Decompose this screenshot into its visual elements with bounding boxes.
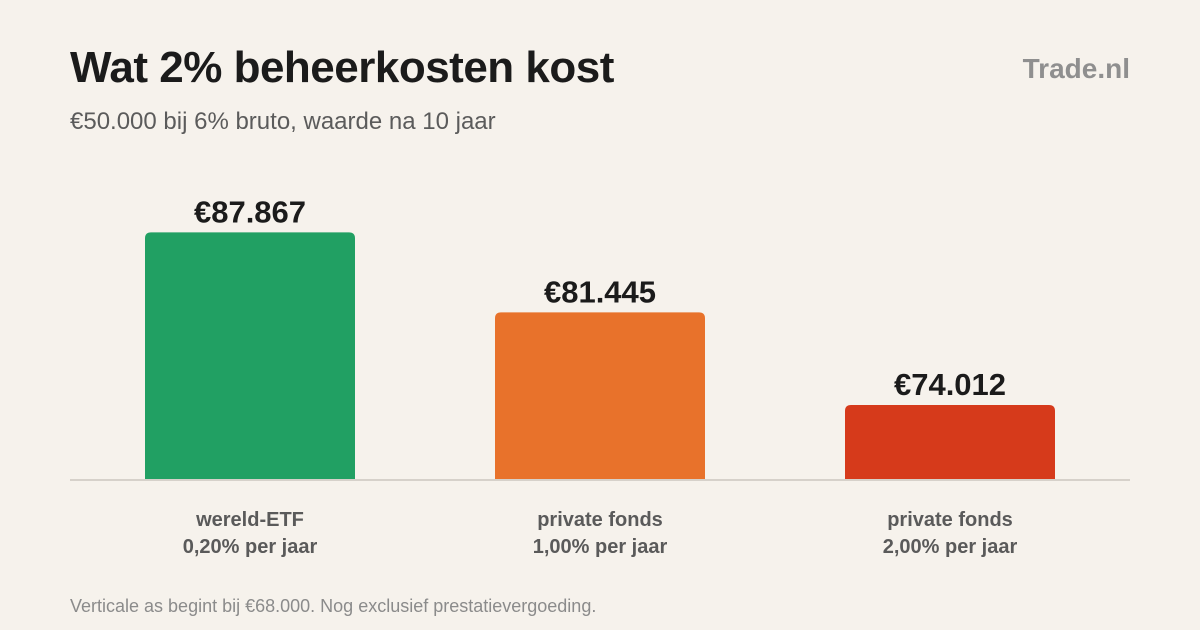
labels-layer: €87.867 wereld-ETF 0,20% per jaar €81.445 pr…	[183, 194, 1018, 558]
category-label-1-line-2: 0,20% per jaar	[183, 536, 318, 558]
footnote: Verticale as begint bij €68.000. Nog exc…	[70, 596, 597, 616]
category-label-3-line-1: private fonds	[887, 509, 1013, 531]
category-label-3-line-2: 2,00% per jaar	[883, 536, 1018, 558]
page-title: Wat 2% beheerkosten kost	[70, 43, 614, 92]
category-label-2-line-1: private fonds	[537, 509, 663, 531]
value-label-2: €81.445	[544, 274, 656, 309]
bar-2	[495, 312, 705, 480]
value-label-3: €74.012	[894, 367, 1006, 402]
value-label-1: €87.867	[194, 194, 306, 229]
page-subtitle: €50.000 bij 6% bruto, waarde na 10 jaar	[70, 108, 496, 135]
bar-3	[845, 405, 1055, 480]
bars-layer	[145, 232, 1055, 480]
category-label-1-line-1: wereld-ETF	[195, 509, 304, 531]
category-label-2-line-2: 1,00% per jaar	[533, 536, 668, 558]
bar-1	[145, 232, 355, 480]
brand-logo: Trade.nl	[1022, 53, 1130, 84]
